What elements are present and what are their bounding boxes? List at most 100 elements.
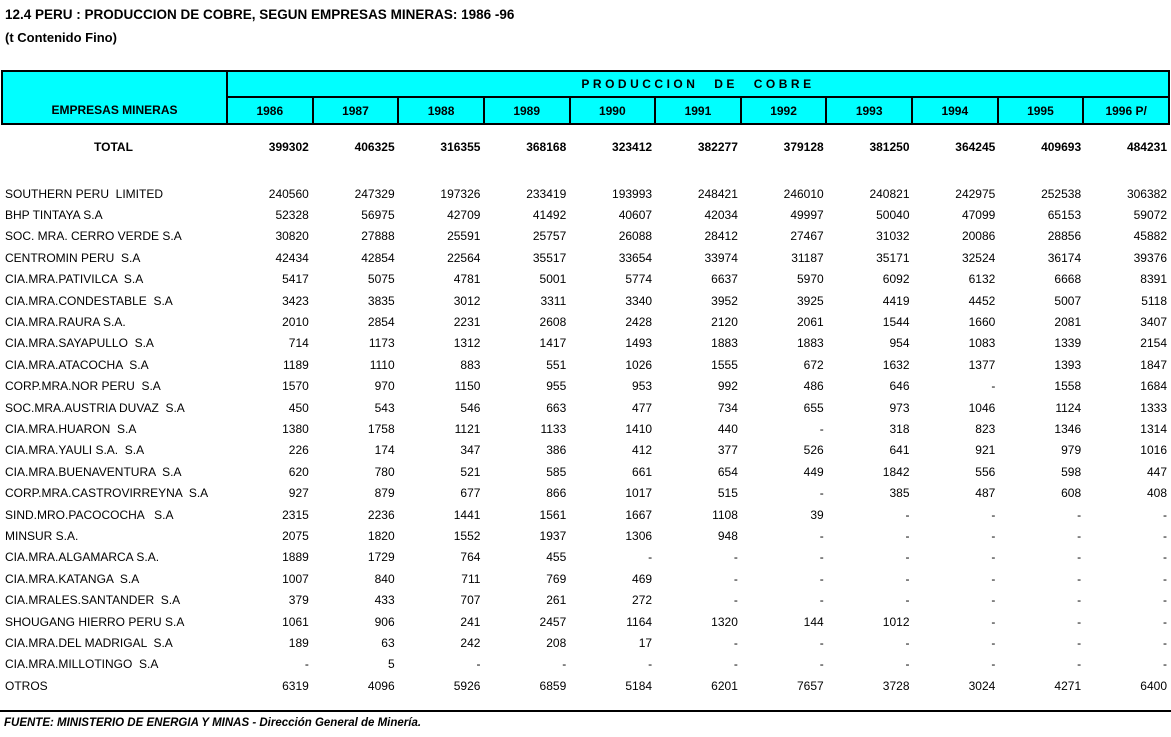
value-cell: 323412 [612, 140, 653, 154]
production-table-header: EMPRESAS MINERAS PRODUCCION DE COBRE 198… [1, 70, 1170, 125]
value-cell: 551 [546, 357, 567, 372]
value-cell: 921 [975, 443, 996, 458]
value-cell: 646 [889, 379, 910, 394]
value-cell: 970 [374, 379, 395, 394]
value-cell: 246010 [783, 186, 824, 201]
company-name: SOUTHERN PERU LIMITED [5, 186, 164, 201]
value-cell: 379 [288, 593, 309, 608]
value-cell: 1150 [454, 379, 481, 394]
value-cell: 992 [717, 379, 738, 394]
value-cell: 2428 [625, 315, 653, 330]
value-cell: 272 [632, 593, 653, 608]
value-cell: - [1077, 614, 1082, 629]
value-cell: - [1163, 528, 1167, 543]
value-cell: 35171 [876, 250, 910, 265]
value-cell: 316355 [440, 140, 481, 154]
value-cell: 226 [288, 443, 309, 458]
value-cell: 1314 [1140, 421, 1167, 436]
value-cell: - [991, 635, 996, 650]
value-cell: 955 [546, 379, 567, 394]
value-cell: - [991, 379, 996, 394]
value-cell: 5417 [282, 272, 309, 287]
value-cell: 59072 [1133, 208, 1167, 223]
value-cell: 30820 [275, 229, 309, 244]
value-cell: 764 [460, 550, 481, 565]
value-cell: 654 [717, 464, 738, 479]
company-name: CIA.MRA.ALGAMARCA S.A. [5, 550, 160, 565]
value-cell: 28856 [1047, 229, 1082, 244]
value-cell: 1393 [1054, 357, 1082, 372]
value-cell: - [1077, 657, 1082, 672]
value-cell: 1493 [625, 336, 653, 351]
value-cell: 5001 [539, 272, 567, 287]
value-cell: 386 [546, 443, 567, 458]
table-row: CIA.MRA.PATIVILCA S.A 5417 5075 4781 5001 577… [1, 269, 1170, 290]
company-name: CIA.MRA.KATANGA S.A [5, 571, 140, 586]
produccion-de-cobre-group-header: PRODUCCION DE COBRE [226, 70, 1170, 98]
table-row: CIA.MRA.KATANGA S.A 1007 840 711 769 469 - - - - -… [1, 568, 1170, 589]
table-row: CIA.MRA.DEL MADRIGAL S.A 189 63 242 208 17 - - -… [1, 632, 1170, 653]
value-cell: 734 [717, 400, 738, 415]
value-cell: 450 [288, 400, 309, 415]
value-cell: 41492 [532, 208, 567, 223]
value-cell: 546 [460, 400, 481, 415]
table-row: SOC. MRA. CERRO VERDE S.A 30820 27888 25591… [1, 226, 1170, 247]
company-name: CIA.MRA.YAULI S.A. S.A [5, 443, 145, 458]
value-cell: 2457 [539, 614, 567, 629]
value-cell: 7657 [796, 678, 824, 693]
value-cell: 50040 [876, 208, 910, 223]
value-cell: 63 [381, 635, 395, 650]
company-name: CORP.MRA.NOR PERU S.A [5, 379, 161, 394]
value-cell: - [905, 593, 910, 608]
company-name: CIA.MRALES.SANTANDER S.A [5, 593, 181, 608]
value-cell: - [991, 593, 996, 608]
year-header-cell: 1995 [996, 96, 1085, 125]
value-cell: 661 [632, 464, 653, 479]
value-cell: 927 [288, 486, 309, 501]
value-cell: 1007 [282, 571, 309, 586]
table-row: CIA.MRA.MILLOTINGO S.A - 5 - - - - - - - - - [1, 654, 1170, 675]
value-cell: 469 [632, 571, 653, 586]
value-cell: 3024 [968, 678, 996, 693]
value-cell: 1083 [968, 336, 996, 351]
value-cell: - [648, 657, 653, 672]
value-cell: 2231 [453, 315, 481, 330]
value-cell: - [1077, 635, 1082, 650]
company-name: CENTROMIN PERU S.A [5, 250, 141, 265]
value-cell: 1558 [1054, 379, 1082, 394]
value-cell: 1883 [796, 336, 824, 351]
value-cell: - [1077, 550, 1082, 565]
value-cell: 3407 [1140, 315, 1167, 330]
value-cell: - [905, 571, 910, 586]
value-cell: 1016 [1140, 443, 1167, 458]
value-cell: - [1077, 571, 1082, 586]
value-cell: 42709 [447, 208, 481, 223]
company-name: CIA.MRA.PATIVILCA S.A [5, 272, 144, 287]
value-cell: 35517 [532, 250, 567, 265]
value-cell: 8391 [1140, 272, 1167, 287]
value-cell: - [1163, 635, 1167, 650]
source-note: FUENTE: MINISTERIO DE ENERGIA Y MINAS - … [4, 717, 422, 729]
company-name: OTROS [5, 678, 48, 693]
value-cell: 174 [374, 443, 395, 458]
value-cell: 1017 [625, 486, 653, 501]
value-cell: 240821 [869, 186, 910, 201]
value-cell: 2081 [1054, 315, 1082, 330]
table-row: SIND.MRO.PACOCOCHA S.A 2315 2236 1441 1561 16… [1, 504, 1170, 525]
value-cell: 408 [1146, 486, 1167, 501]
value-cell: 663 [546, 400, 567, 415]
page-subtitle: (t Contenido Fino) [5, 30, 117, 45]
value-cell: - [304, 657, 309, 672]
value-cell: 1552 [453, 528, 481, 543]
value-cell: 6201 [711, 678, 738, 693]
company-name: CIA.MRA.HUARON S.A [5, 421, 137, 436]
value-cell: 318 [889, 421, 910, 436]
value-cell: - [905, 528, 910, 543]
company-name: CIA.MRA.ATACOCHA S.A [5, 357, 149, 372]
value-cell: 6859 [539, 678, 567, 693]
value-cell: 1561 [539, 507, 567, 522]
value-cell: 449 [803, 464, 824, 479]
value-cell: 433 [374, 593, 395, 608]
table-row: BHP TINTAYA S.A 52328 56975 42709 41492 40607… [1, 204, 1170, 225]
page-title: 12.4 PERU : PRODUCCION DE COBRE, SEGUN E… [5, 7, 515, 22]
